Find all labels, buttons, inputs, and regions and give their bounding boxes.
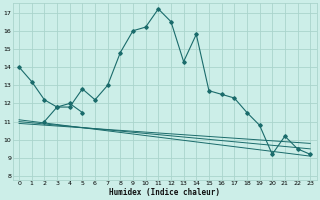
- X-axis label: Humidex (Indice chaleur): Humidex (Indice chaleur): [109, 188, 220, 197]
